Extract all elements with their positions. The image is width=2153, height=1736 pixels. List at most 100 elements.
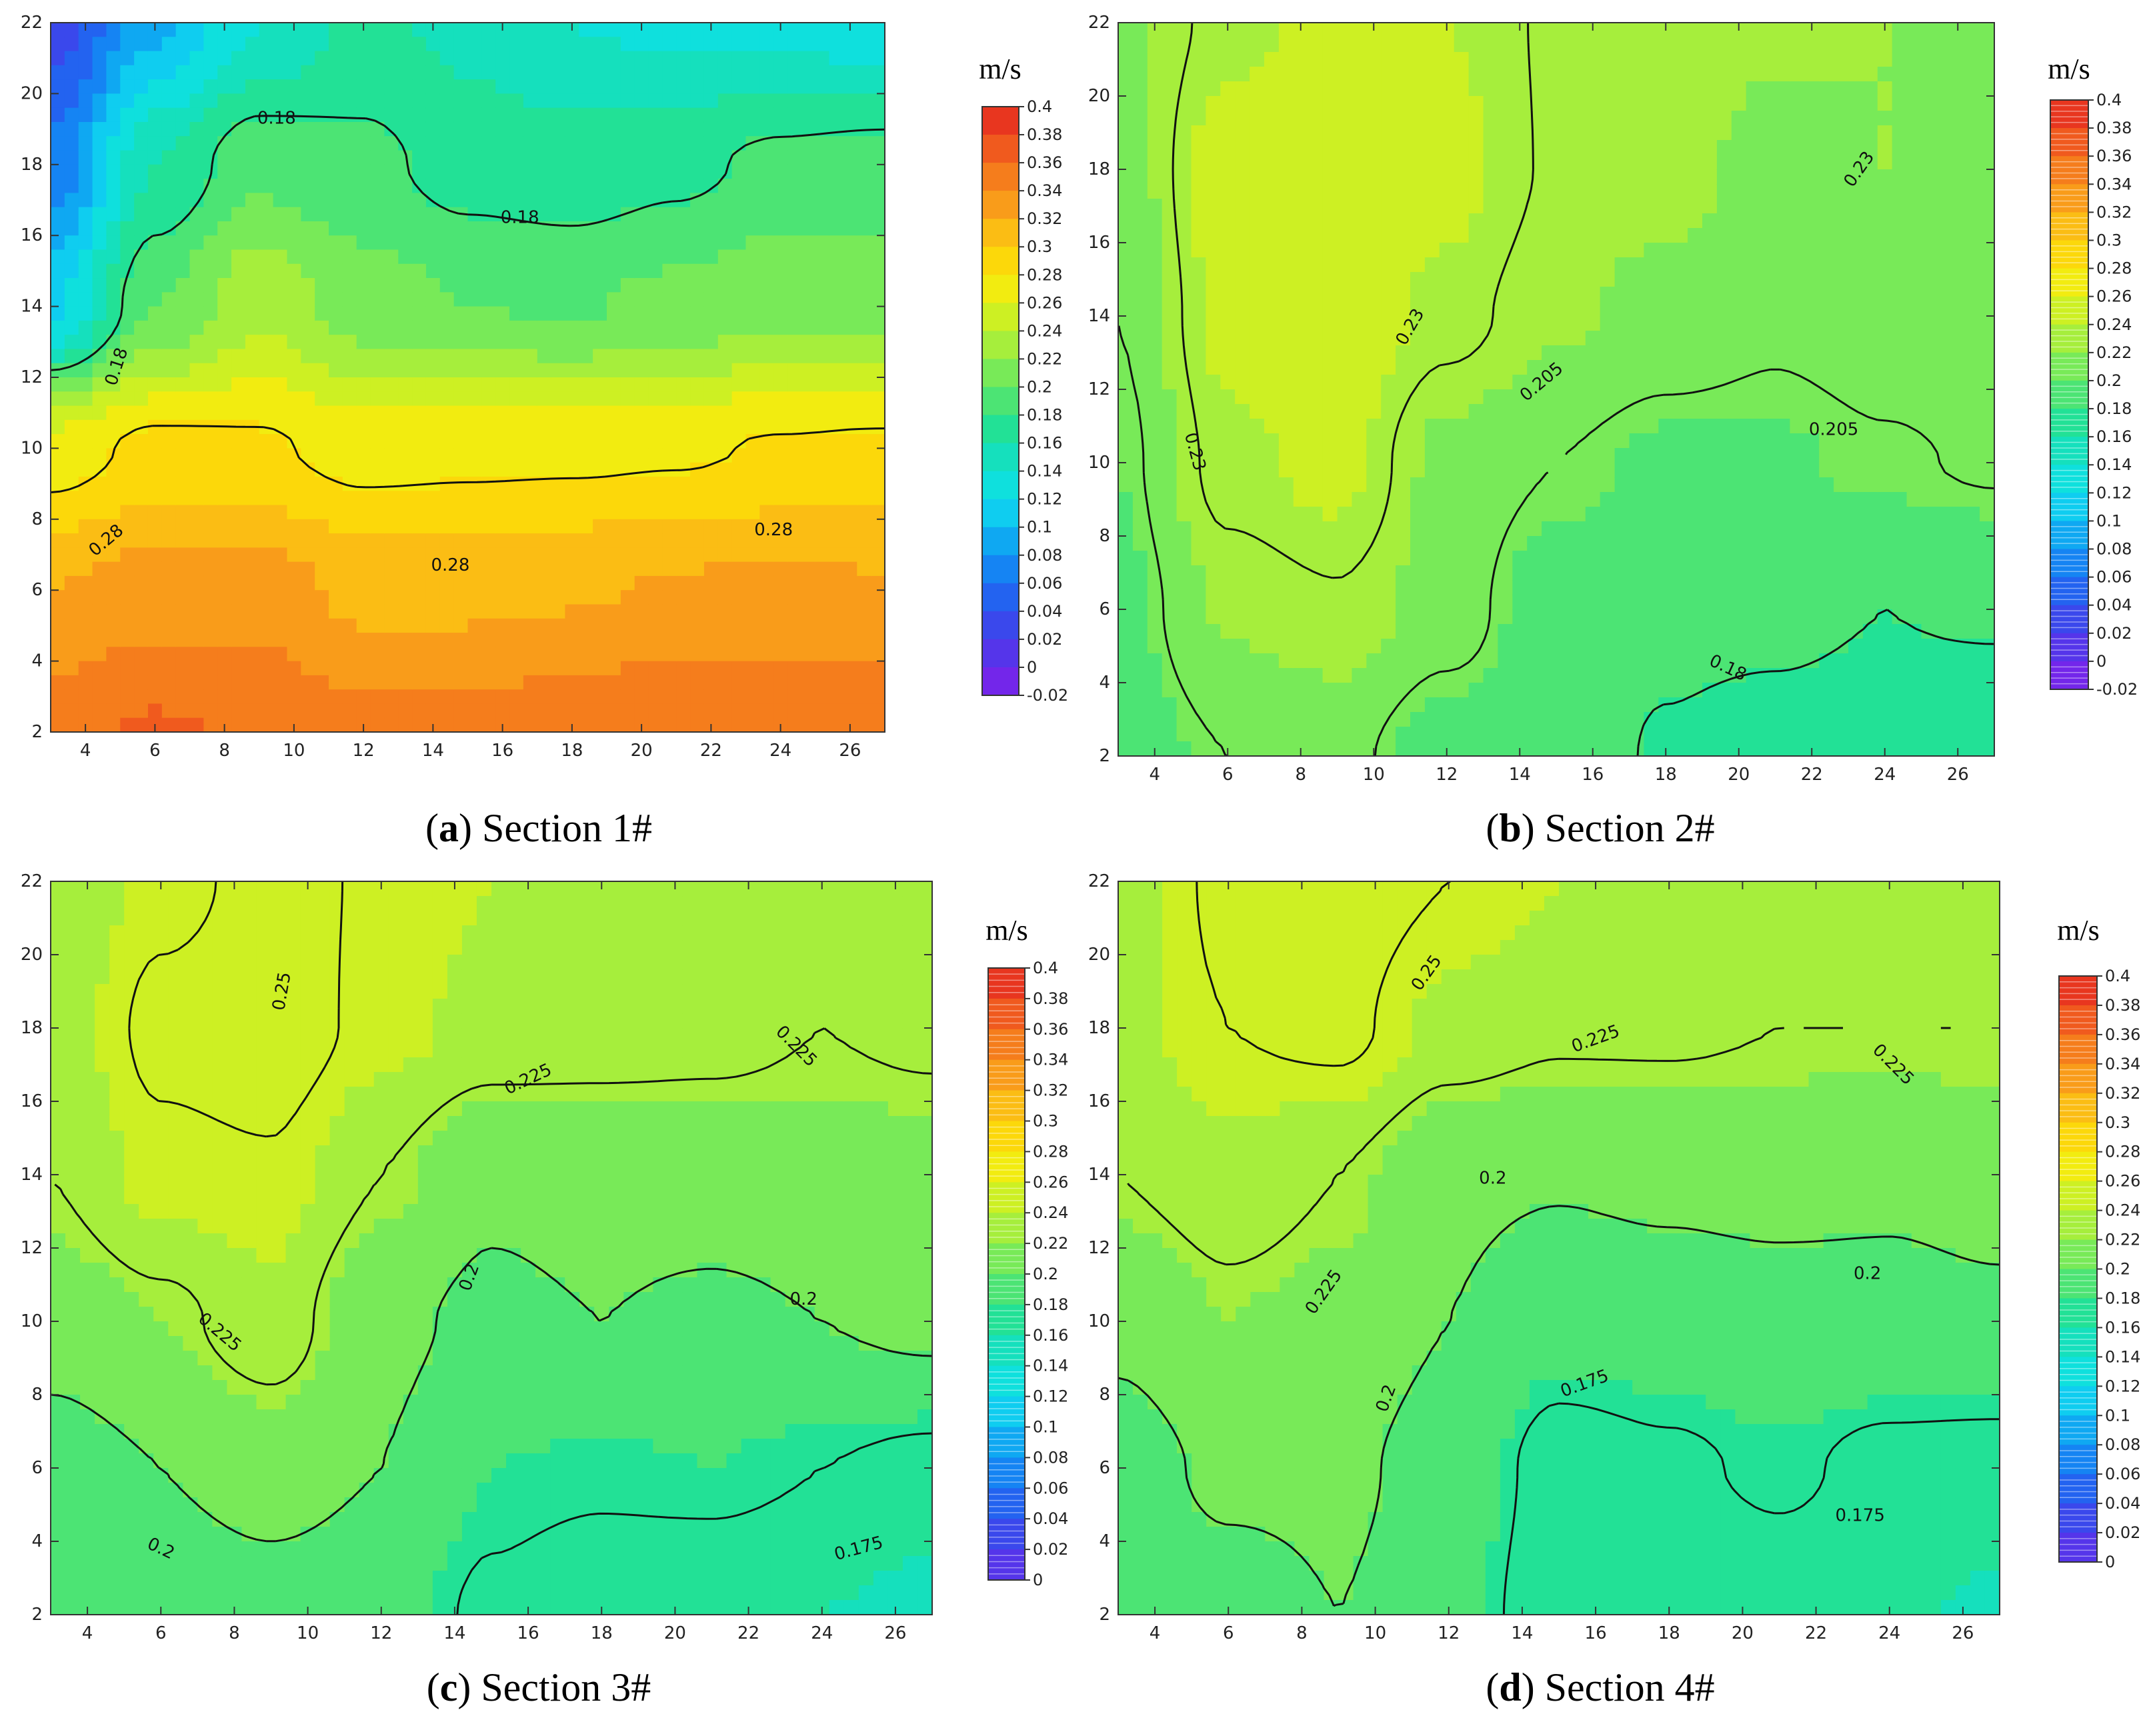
field-cell	[871, 405, 885, 421]
field-cell	[593, 193, 607, 208]
field-cell	[1308, 477, 1324, 493]
field-cell	[217, 661, 232, 676]
field-cell	[1352, 741, 1368, 756]
field-cell	[467, 221, 483, 236]
field-cell	[787, 476, 802, 492]
field-cell	[1220, 316, 1236, 331]
field-cell	[259, 306, 274, 321]
field-cell	[662, 703, 677, 719]
field-cell	[1220, 536, 1236, 551]
field-cell	[1585, 433, 1601, 449]
field-cell	[315, 647, 329, 662]
field-cell	[537, 575, 552, 591]
field-cell	[467, 717, 483, 732]
field-cell	[315, 633, 329, 648]
field-cell	[1570, 492, 1586, 507]
field-cell	[565, 306, 580, 321]
field-cell	[1468, 565, 1484, 581]
field-cell	[773, 604, 788, 619]
field-cell	[245, 590, 260, 605]
field-cell	[259, 150, 274, 165]
field-cell	[161, 278, 177, 293]
field-cell	[1352, 404, 1368, 419]
field-cell	[551, 491, 566, 506]
field-cell	[1235, 272, 1250, 287]
field-cell	[1498, 360, 1514, 375]
field-cell	[134, 207, 149, 222]
field-cell	[370, 278, 385, 293]
field-cell	[1264, 653, 1280, 669]
field-cell	[384, 249, 399, 265]
field-cell	[1220, 653, 1236, 669]
field-cell	[329, 79, 343, 95]
field-cell	[1556, 463, 1572, 478]
field-cell	[1264, 477, 1280, 493]
field-cell	[1162, 81, 1178, 97]
field-cell	[1570, 404, 1586, 419]
field-cell	[1293, 727, 1309, 742]
field-cell	[759, 717, 774, 732]
field-cell	[356, 689, 371, 705]
field-cell	[412, 377, 427, 393]
field-cell	[1322, 111, 1338, 126]
field-cell	[412, 491, 427, 506]
field-cell	[593, 278, 607, 293]
field-cell	[161, 533, 177, 549]
field-cell	[1337, 580, 1353, 595]
field-cell	[1293, 184, 1309, 199]
field-cell	[607, 235, 621, 251]
field-cell	[1527, 551, 1542, 566]
field-cell	[871, 533, 885, 549]
field-cell	[259, 93, 274, 109]
field-cell	[1424, 23, 1440, 38]
field-cell	[1424, 96, 1440, 111]
field-cell	[620, 434, 635, 449]
field-cell	[231, 533, 246, 549]
field-cell	[1600, 155, 1616, 170]
field-cell	[370, 235, 385, 251]
field-cell	[1264, 609, 1280, 625]
field-cell	[231, 263, 246, 279]
field-cell	[551, 278, 566, 293]
field-cell	[1454, 536, 1470, 551]
field-cell	[342, 306, 357, 321]
field-cell	[815, 51, 830, 66]
colorbar-tick-label: 0.32	[1027, 209, 1062, 228]
field-cell	[1235, 404, 1250, 419]
field-cell	[1132, 316, 1148, 331]
field-cell	[1206, 228, 1222, 243]
field-cell	[1235, 507, 1250, 522]
field-cell	[329, 575, 343, 591]
field-cell	[1600, 741, 1616, 756]
field-cell	[1308, 653, 1324, 669]
field-cell	[537, 618, 552, 633]
field-cell	[161, 703, 177, 719]
field-cell	[134, 519, 149, 534]
field-cell	[1454, 551, 1470, 566]
field-cell	[356, 491, 371, 506]
field-cell	[1337, 243, 1353, 258]
field-cell	[717, 491, 733, 506]
field-cell	[203, 647, 218, 662]
field-cell	[1176, 609, 1192, 625]
field-cell	[717, 79, 733, 95]
field-cell	[356, 164, 371, 179]
field-cell	[412, 561, 427, 577]
field-cell	[147, 618, 163, 633]
field-cell	[1542, 507, 1557, 522]
field-cell	[703, 179, 719, 194]
x-tick-label: 24	[769, 741, 791, 761]
field-cell	[1424, 67, 1440, 82]
field-cell	[1483, 228, 1499, 243]
field-cell	[287, 179, 302, 194]
field-cell	[1381, 228, 1396, 243]
field-cell	[1454, 169, 1470, 185]
field-cell	[1235, 448, 1250, 463]
field-cell	[1381, 448, 1396, 463]
field-cell	[1585, 345, 1601, 361]
field-cell	[1570, 23, 1586, 38]
field-cell	[829, 419, 844, 435]
field-cell	[523, 207, 538, 222]
field-cell	[64, 79, 79, 95]
field-cell	[1410, 433, 1426, 449]
